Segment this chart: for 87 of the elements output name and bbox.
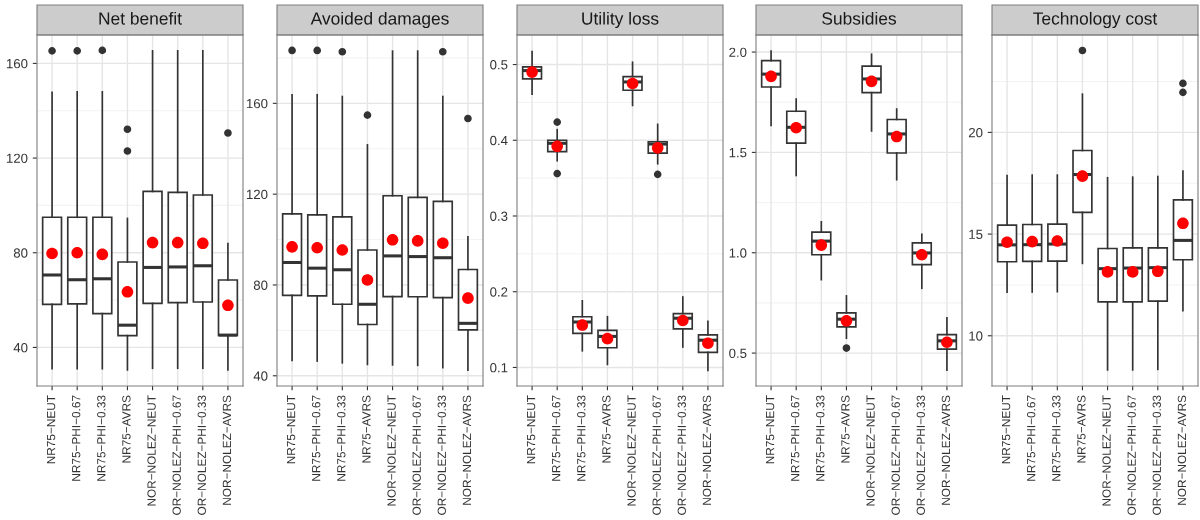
point xyxy=(361,274,374,286)
x-tick-label: NOR−NOLEZ−AVRS xyxy=(1177,395,1187,505)
point xyxy=(411,235,424,247)
y-tick-label: 0.5 xyxy=(490,60,508,70)
x-tick-label: NOR−NOLEZ−NEUT xyxy=(147,395,156,506)
x-tick-label: NR75−PHI−0.67 xyxy=(1027,395,1036,481)
y-tick-label: 160 xyxy=(6,58,28,69)
x-tick-label: NR75−PHI−0.67 xyxy=(312,395,321,481)
x-tick-label: NR75−NEUT xyxy=(1002,395,1011,464)
chart-title: Technology cost xyxy=(1033,11,1158,29)
point xyxy=(222,299,234,312)
point xyxy=(197,237,209,250)
x-tick-label: OR−NOLEZ−PHI−0.67 xyxy=(412,395,421,515)
point xyxy=(1177,217,1189,230)
x-tick-label: NOR−NOLEZ−AVRS xyxy=(462,395,472,505)
x-tick-label: OR−NOLEZ−PHI−0.33 xyxy=(1152,395,1161,515)
y-tick-label: 120 xyxy=(246,189,268,200)
point xyxy=(651,142,664,154)
point xyxy=(46,247,58,260)
x-tick-label: NR75−PHI−0.33 xyxy=(97,395,106,481)
point xyxy=(437,237,449,249)
point xyxy=(171,236,184,249)
y-tick-label: 2.0 xyxy=(729,47,747,57)
x-tick-label: NR75−AVRS xyxy=(602,395,611,463)
y-tick-label: 0.4 xyxy=(490,135,508,146)
point xyxy=(336,244,349,256)
y-tick-label: 40 xyxy=(13,342,28,353)
point xyxy=(146,236,159,249)
y-tick-label: 0.3 xyxy=(490,211,508,221)
y-tick-label: 1.0 xyxy=(729,248,747,258)
x-tick-label: NR75−AVRS xyxy=(1077,395,1086,463)
x-tick-label: OR−NOLEZ−PHI−0.33 xyxy=(916,395,925,515)
x-tick-label: OR−NOLEZ−PHI−0.67 xyxy=(1127,395,1136,515)
x-tick-label: NOR−NOLEZ−NEUT xyxy=(1102,395,1111,506)
point xyxy=(311,241,323,254)
x-tick-label: NR75−NEUT xyxy=(766,395,775,464)
x-tick-label: NR75−PHI−0.67 xyxy=(791,395,800,481)
y-tick-label: 15 xyxy=(969,229,983,239)
x-tick-label: NOR−NOLEZ−NEUT xyxy=(866,395,875,506)
x-tick-label: NOR−NOLEZ−NEUT xyxy=(387,395,396,506)
y-tick-label: 160 xyxy=(246,98,268,109)
y-tick-label: 1.5 xyxy=(729,148,747,158)
chart-title: Utility loss xyxy=(582,11,659,29)
x-tick-label: NR75−PHI−0.67 xyxy=(552,395,561,481)
y-tick-label: 0.5 xyxy=(729,348,747,358)
x-tick-label: OR−NOLEZ−PHI−0.67 xyxy=(652,395,661,515)
y-tick-label: 0.2 xyxy=(490,287,508,297)
y-tick-label: 80 xyxy=(253,280,268,290)
point xyxy=(286,241,298,253)
x-tick-label: NR75−AVRS xyxy=(841,395,850,463)
x-tick-label: OR−NOLEZ−PHI−0.33 xyxy=(197,395,206,515)
x-tick-label: NOR−NOLEZ−AVRS xyxy=(941,395,951,505)
x-tick-label: NR75−AVRS xyxy=(122,395,131,463)
x-tick-label: OR−NOLEZ−PHI−0.33 xyxy=(677,395,686,515)
y-tick-label: 20 xyxy=(968,127,983,138)
point xyxy=(71,246,84,259)
x-tick-label: NR75−PHI−0.33 xyxy=(1052,395,1061,481)
x-tick-label: NR75−NEUT xyxy=(47,395,56,464)
y-tick-label: 0.1 xyxy=(490,363,508,373)
x-tick-label: OR−NOLEZ−PHI−0.33 xyxy=(437,395,446,515)
x-tick-label: NR75−PHI−0.33 xyxy=(337,395,346,481)
y-tick-label: 10 xyxy=(969,331,983,341)
y-tick-label: 40 xyxy=(253,371,268,381)
x-tick-label: NR75−PHI−0.67 xyxy=(72,395,81,481)
point xyxy=(462,292,474,304)
x-tick-label: NR75−PHI−0.33 xyxy=(577,395,586,481)
x-tick-label: OR−NOLEZ−PHI−0.67 xyxy=(172,395,181,515)
x-tick-label: NOR−NOLEZ−NEUT xyxy=(627,395,636,506)
y-tick-label: 80 xyxy=(13,248,28,258)
x-tick-label: OR−NOLEZ−PHI−0.67 xyxy=(891,395,900,515)
y-tick-label: 120 xyxy=(6,153,28,163)
x-tick-label: NR75−AVRS xyxy=(362,395,371,463)
point xyxy=(1076,170,1089,182)
point xyxy=(1101,266,1114,278)
point xyxy=(1126,266,1139,278)
x-tick-label: NOR−NOLEZ−AVRS xyxy=(222,395,232,505)
point xyxy=(121,285,134,298)
x-tick-label: NR75−NEUT xyxy=(527,395,536,464)
point xyxy=(1152,265,1164,278)
point xyxy=(96,248,109,261)
point xyxy=(386,233,399,246)
chart-title: Subsidies xyxy=(822,11,897,25)
x-tick-label: NR75−NEUT xyxy=(287,395,296,464)
x-tick-label: NOR−NOLEZ−AVRS xyxy=(702,395,712,505)
x-tick-label: NR75−PHI−0.33 xyxy=(816,395,825,481)
chart-title: Avoided damages xyxy=(310,11,449,29)
chart-title: Net benefit xyxy=(99,11,182,25)
